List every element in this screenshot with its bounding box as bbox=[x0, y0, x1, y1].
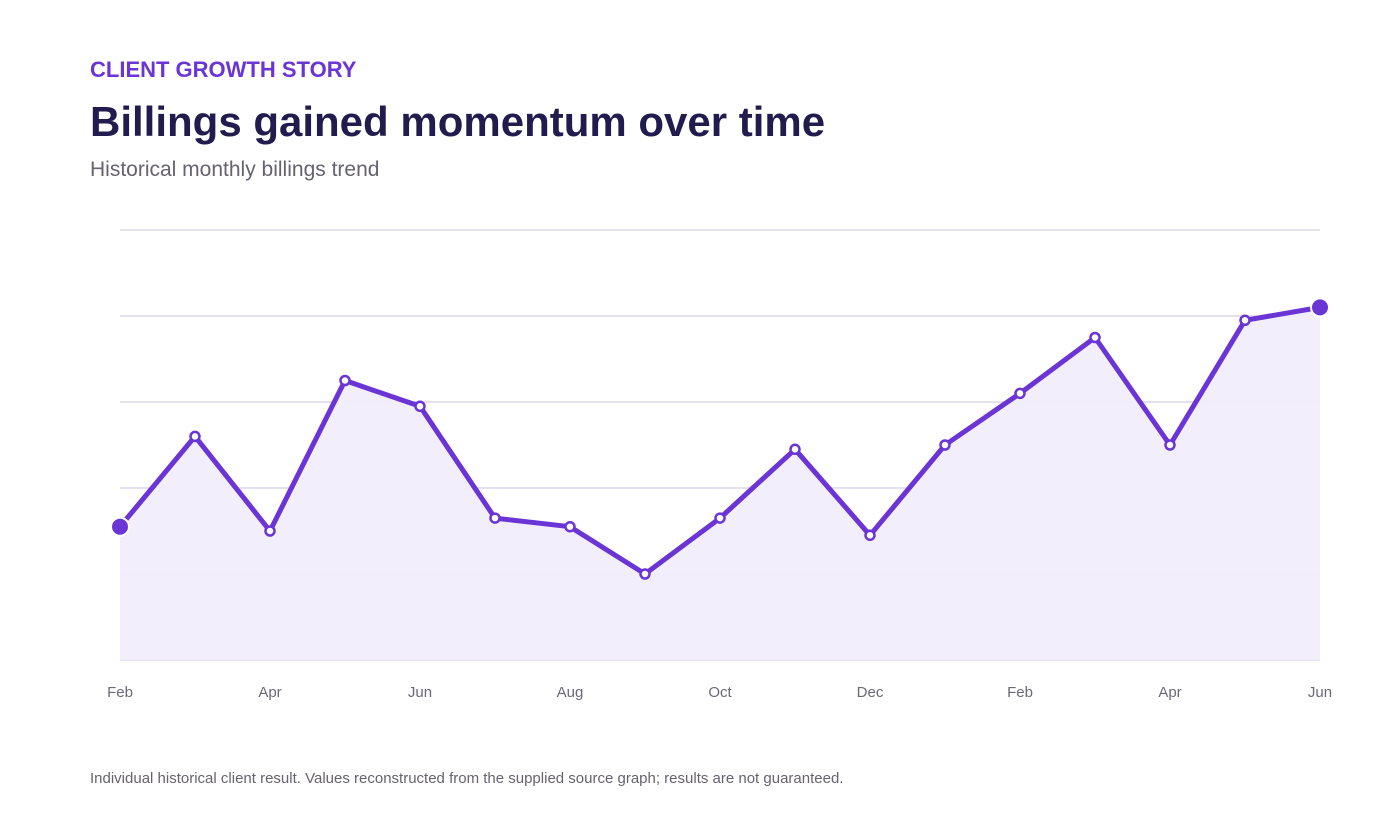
data-point-endpoint bbox=[1310, 297, 1330, 318]
data-point bbox=[564, 520, 576, 533]
data-point bbox=[714, 512, 726, 524]
x-tick-label: Apr bbox=[1158, 684, 1181, 701]
data-point bbox=[1239, 314, 1251, 327]
footnote: Individual historical client result. Val… bbox=[90, 770, 844, 787]
eyebrow-label: CLIENT GROWTH STORY bbox=[90, 57, 357, 82]
data-point-endpoint bbox=[110, 516, 130, 537]
data-point bbox=[939, 439, 951, 451]
point-layer bbox=[110, 297, 1330, 580]
series-area bbox=[120, 307, 1320, 660]
data-point bbox=[339, 374, 351, 387]
x-tick-layer: Feb Apr Jun Aug Oct Dec Feb Apr Jun bbox=[107, 684, 1332, 701]
data-point bbox=[189, 430, 201, 443]
x-tick-label: Aug bbox=[557, 684, 584, 701]
x-tick-label: Feb bbox=[107, 684, 133, 701]
x-tick-label: Dec bbox=[857, 684, 884, 701]
x-tick-label: Jun bbox=[1308, 684, 1332, 701]
data-point bbox=[864, 529, 876, 542]
data-point bbox=[789, 443, 801, 456]
data-point bbox=[414, 400, 426, 413]
x-tick-label: Jun bbox=[408, 684, 432, 701]
data-point bbox=[489, 512, 501, 524]
x-tick-label: Apr bbox=[258, 684, 281, 701]
area-layer bbox=[120, 307, 1320, 660]
data-point bbox=[1089, 331, 1101, 344]
data-point bbox=[264, 525, 276, 537]
chart-title: Billings gained momentum over time bbox=[90, 98, 826, 145]
x-tick-label: Feb bbox=[1007, 684, 1033, 701]
chart-subtitle: Historical monthly billings trend bbox=[90, 158, 380, 181]
data-point bbox=[639, 568, 651, 580]
data-point bbox=[1164, 439, 1176, 451]
data-point bbox=[1014, 387, 1026, 400]
x-tick-label: Oct bbox=[708, 684, 732, 701]
